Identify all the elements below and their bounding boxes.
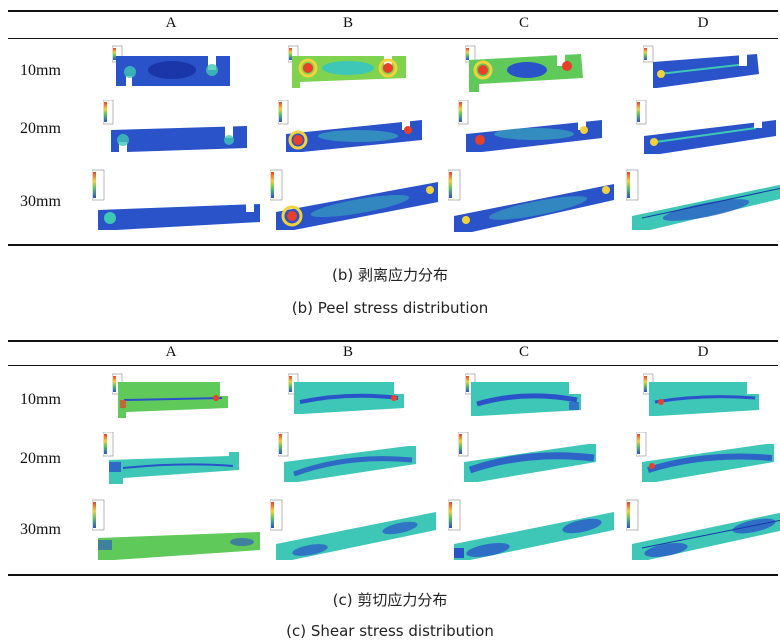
peel-stress-figure: A B C D 10mm 20mm 30mm (8, 0, 778, 300)
fem-plot-peel-a-20mm (103, 100, 253, 158)
col-header-b: B (328, 15, 368, 32)
fem-plot-shear-c-20mm (458, 432, 608, 486)
fem-plot-shear-b-30mm (270, 498, 442, 562)
row-label-20mm: 20mm (20, 450, 61, 468)
fem-plot-shear-c-10mm (465, 372, 587, 420)
header-rule (8, 38, 778, 39)
col-header-a: A (151, 15, 191, 32)
fem-plot-shear-d-10mm (643, 372, 765, 420)
fem-plot-peel-d-10mm (643, 44, 765, 94)
fem-plot-peel-c-30mm (448, 168, 620, 234)
fem-plot-peel-c-20mm (458, 100, 608, 158)
col-header-c: C (504, 344, 544, 361)
bottom-rule (8, 244, 778, 246)
fem-plot-shear-b-10mm (288, 372, 410, 420)
fem-plot-peel-a-30mm (92, 168, 264, 234)
caption-peel-cn: (b) 剥离应力分布 (0, 264, 780, 285)
row-label-10mm: 10mm (20, 62, 61, 80)
fem-plot-shear-a-20mm (103, 432, 253, 486)
row-label-10mm: 10mm (20, 391, 61, 409)
col-header-b: B (328, 344, 368, 361)
row-label-30mm: 30mm (20, 521, 61, 539)
fem-plot-shear-a-30mm (92, 498, 264, 562)
top-rule (8, 10, 778, 12)
fem-plot-shear-a-10mm (112, 372, 234, 420)
top-rule (8, 340, 778, 342)
row-label-20mm: 20mm (20, 120, 61, 138)
fem-plot-peel-b-20mm (278, 100, 428, 158)
col-header-d: D (683, 344, 723, 361)
fem-plot-peel-c-10mm (465, 44, 587, 94)
fem-plot-shear-b-20mm (278, 432, 428, 486)
fem-plot-peel-b-30mm (270, 168, 442, 234)
shear-stress-figure: A B C D 10mm 20mm 30mm (8, 336, 778, 586)
header-rule (8, 365, 778, 366)
col-header-a: A (151, 344, 191, 361)
caption-shear-en: (c) Shear stress distribution (0, 622, 780, 640)
fem-plot-peel-d-30mm (626, 168, 780, 234)
fem-plot-shear-d-20mm (636, 432, 780, 486)
bottom-rule (8, 574, 778, 576)
row-label-30mm: 30mm (20, 193, 61, 211)
col-header-d: D (683, 15, 723, 32)
fem-plot-shear-d-30mm (626, 498, 780, 562)
fem-plot-peel-a-10mm (112, 44, 234, 94)
fem-plot-shear-c-30mm (448, 498, 620, 562)
fem-plot-peel-b-10mm (288, 44, 410, 94)
caption-shear-cn: (c) 剪切应力分布 (0, 589, 780, 610)
fem-plot-peel-d-20mm (636, 100, 780, 158)
col-header-c: C (504, 15, 544, 32)
caption-peel-en: (b) Peel stress distribution (0, 299, 780, 317)
